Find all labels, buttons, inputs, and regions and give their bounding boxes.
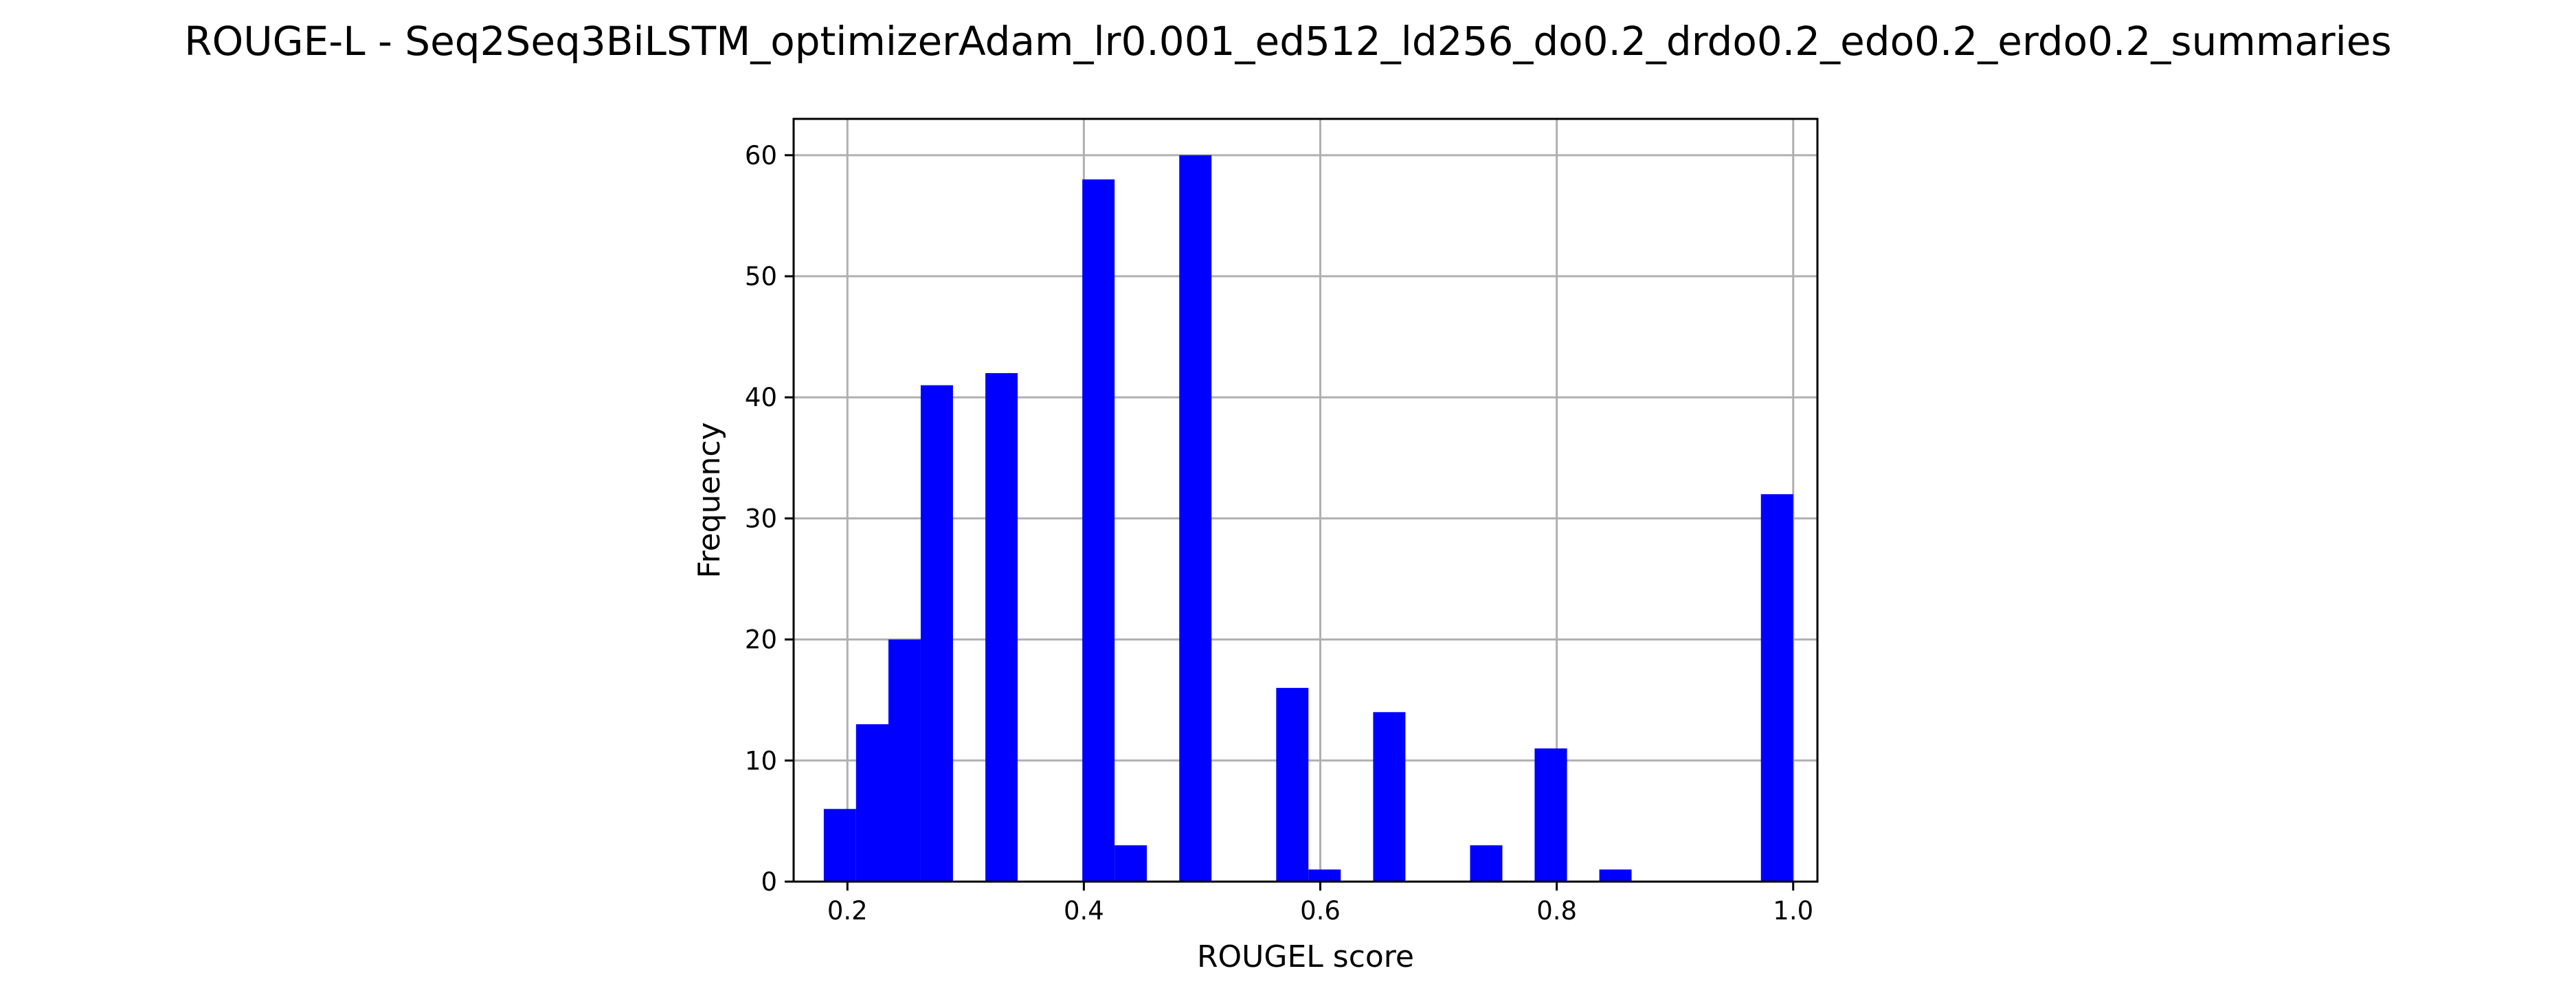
x-tick-label: 0.6 <box>1300 896 1341 926</box>
y-tick-label: 60 <box>745 141 777 170</box>
histogram-bar <box>1373 712 1406 882</box>
x-axis-ticks: 0.2 0.4 0.6 0.8 1.0 <box>827 882 1813 926</box>
y-tick-label: 30 <box>745 504 777 533</box>
y-tick-label: 10 <box>745 746 777 776</box>
histogram-bar <box>985 373 1018 882</box>
histogram-bar <box>1760 494 1793 882</box>
y-axis-ticks: 0 10 20 30 40 50 60 <box>745 141 794 897</box>
histogram-bar <box>1599 869 1632 882</box>
y-tick-label: 40 <box>745 383 777 412</box>
histogram-bar <box>1308 869 1341 882</box>
y-tick-label: 50 <box>745 262 777 291</box>
histogram-bar <box>1276 688 1309 882</box>
histogram-bar <box>823 809 856 882</box>
histogram-bar <box>1082 179 1115 882</box>
y-tick-label: 0 <box>761 867 777 897</box>
histogram-bar <box>1470 845 1503 882</box>
x-axis-label: ROUGEL score <box>1197 939 1414 974</box>
histogram-bar <box>855 724 888 882</box>
histogram-bar <box>920 385 953 882</box>
plot-frame <box>792 118 1819 883</box>
x-tick-label: 1.0 <box>1773 896 1813 926</box>
chart-title: ROUGE-L - Seq2Seq3BiLSTM_optimizerAdam_l… <box>184 18 2391 65</box>
x-tick-label: 0.4 <box>1064 896 1104 926</box>
histogram-bar <box>1115 845 1147 882</box>
x-tick-label: 0.2 <box>827 896 868 926</box>
histogram-bar <box>1534 748 1567 882</box>
y-tick-label: 20 <box>745 625 777 655</box>
histogram-bars <box>823 155 1793 882</box>
y-axis-label: Frequency <box>692 422 727 578</box>
histogram-bar <box>1179 155 1212 882</box>
x-tick-label: 0.8 <box>1536 896 1577 926</box>
histogram-bar <box>888 639 921 882</box>
